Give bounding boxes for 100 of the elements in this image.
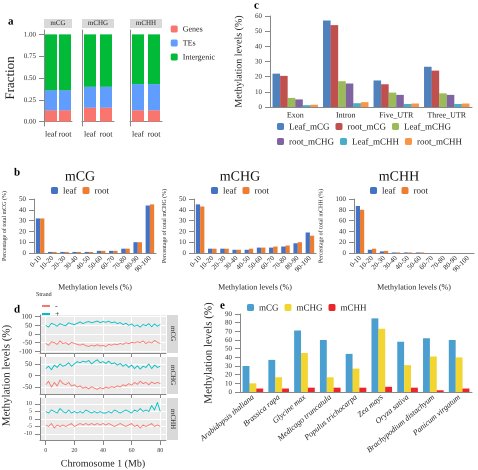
- bar: [275, 377, 282, 392]
- chart-title: mCHG: [220, 170, 260, 184]
- legend-label: -: [55, 302, 58, 310]
- x-axis-title: Methylation levels (%): [377, 282, 452, 292]
- chart-title: mCHH: [378, 170, 420, 184]
- bar: [244, 250, 249, 253]
- bar: [286, 245, 290, 253]
- bar: [256, 388, 264, 392]
- y-axis-title: Fraction: [2, 56, 17, 100]
- x-tick-label: leaf: [45, 130, 58, 138]
- legend-label: root: [254, 186, 270, 196]
- bar: [261, 248, 266, 253]
- x-tick-label: Five_UTR: [379, 110, 414, 120]
- text: d: [14, 304, 20, 316]
- bar: [424, 66, 432, 107]
- x-tick-label: leaf: [84, 130, 96, 138]
- bar: [59, 110, 71, 122]
- bar: [59, 90, 71, 110]
- bar: [432, 70, 440, 107]
- legend-label: leaf: [63, 186, 77, 196]
- bar: [150, 204, 154, 253]
- bar: [410, 388, 418, 392]
- bar: [385, 386, 392, 392]
- series-label: +: [55, 310, 60, 318]
- legend-label: Leaf_mCHG: [404, 122, 452, 132]
- legend-label: mCG: [259, 302, 280, 312]
- y-axis-title: Methylation levels (%): [0, 324, 12, 426]
- bar: [359, 388, 366, 392]
- bar: [308, 388, 315, 392]
- line-series: [45, 320, 161, 328]
- bar: [208, 248, 212, 253]
- bar: [133, 242, 138, 253]
- bar: [45, 34, 57, 90]
- bar: [462, 104, 470, 107]
- bar: [273, 246, 278, 253]
- bar: [36, 218, 40, 253]
- bar: [212, 248, 217, 253]
- bar: [236, 250, 241, 253]
- legend-label: Genes: [182, 24, 203, 34]
- y-axis-title: Methylation levels (%): [234, 15, 244, 108]
- bar: [381, 84, 389, 107]
- x-tick-label: Three_UTR: [427, 110, 467, 120]
- legend-label: root_mCG: [347, 122, 386, 132]
- bar: [371, 318, 378, 392]
- legend-label: mCHH: [340, 302, 368, 312]
- line-series: [45, 359, 161, 370]
- bar: [346, 354, 353, 392]
- bar: [242, 366, 250, 392]
- bar: [448, 340, 456, 392]
- bar: [378, 328, 386, 392]
- bar: [320, 340, 327, 392]
- legend-label: root_mCHG: [289, 136, 334, 146]
- bar: [256, 248, 262, 253]
- bar: [301, 353, 308, 392]
- bar: [146, 205, 150, 253]
- bar: [298, 242, 302, 253]
- bar: [334, 388, 341, 392]
- bar: [293, 243, 298, 253]
- bar: [45, 90, 57, 110]
- line-series: [45, 402, 161, 414]
- bar: [423, 338, 430, 392]
- bar: [372, 248, 376, 253]
- bar: [138, 242, 142, 253]
- bar: [220, 248, 224, 253]
- bar: [404, 104, 412, 107]
- legend-label: mCHG: [296, 302, 324, 312]
- bar: [456, 357, 463, 392]
- legend-label: root_mCHH: [416, 136, 462, 146]
- x-tick-label: root: [100, 130, 114, 138]
- legend-label: root: [94, 186, 110, 196]
- x-axis-title: Methylation levels (%): [218, 282, 292, 292]
- x-tick-label: Intron: [336, 110, 356, 120]
- bar: [454, 104, 462, 107]
- bar: [295, 99, 303, 107]
- bar: [196, 204, 200, 253]
- legend-label: leaf: [382, 186, 396, 196]
- legend-label: root: [413, 186, 428, 196]
- bar: [330, 25, 338, 107]
- bar: [248, 248, 254, 253]
- bar: [294, 330, 302, 392]
- bar: [249, 383, 256, 392]
- bar: [353, 103, 361, 107]
- x-tick-label: Exon: [286, 110, 304, 120]
- bar: [404, 365, 411, 392]
- bar: [224, 248, 229, 253]
- bar: [374, 80, 382, 107]
- bar: [288, 98, 296, 107]
- legend-label: Leaf_mCHH: [352, 136, 400, 146]
- bar: [430, 356, 437, 392]
- bar: [356, 206, 360, 253]
- chart-title: mCG: [64, 170, 96, 184]
- bar: [121, 248, 126, 253]
- bar: [126, 248, 130, 253]
- bar: [59, 34, 71, 90]
- bar: [360, 210, 364, 253]
- legend-label: Leaf_mCG: [289, 122, 330, 132]
- bar: [462, 388, 470, 392]
- legend-label: leaf: [223, 186, 237, 196]
- bar: [396, 94, 404, 107]
- bar: [346, 83, 354, 107]
